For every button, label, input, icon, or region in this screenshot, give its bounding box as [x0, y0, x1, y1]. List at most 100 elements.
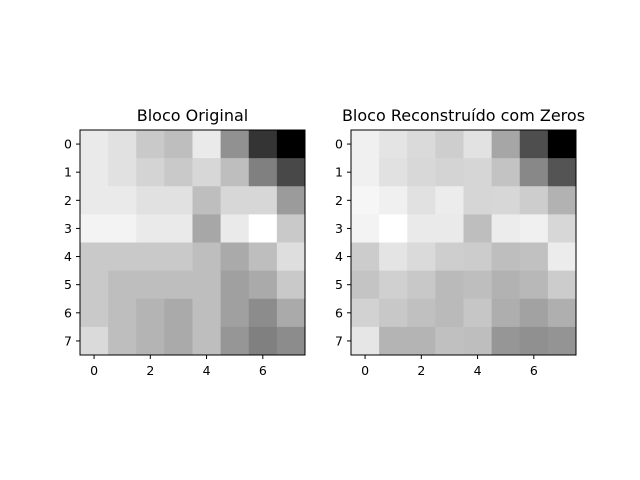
heatmap-cell-reconstructed-r7-c4 [463, 326, 493, 356]
heatmap-cell-original-r1-c2 [136, 158, 165, 187]
heatmap-cell-reconstructed-r1-c1 [379, 158, 408, 187]
heatmap-cell-original-r5-c5 [220, 270, 250, 300]
heatmap-cell-original-r7-c0 [80, 326, 109, 356]
y-tick-label-original-3: 3 [64, 221, 72, 236]
heatmap-cell-reconstructed-r2-c6 [519, 186, 549, 215]
heatmap-cells-original [80, 130, 306, 356]
x-tick-label-reconstructed-3: 6 [530, 363, 538, 378]
heatmap-cell-reconstructed-r4-c4 [463, 242, 493, 272]
heatmap-cell-original-r0-c4 [192, 130, 222, 159]
heatmap-cell-original-r7-c2 [136, 326, 165, 356]
heatmap-cell-original-r7-c1 [108, 326, 137, 356]
heatmap-cell-reconstructed-r6-c7 [547, 298, 577, 328]
heatmap-cell-reconstructed-r1-c5 [491, 158, 521, 187]
title-reconstructed: Bloco Reconstruído com Zeros [342, 106, 585, 125]
heatmap-cell-original-r5-c6 [248, 270, 278, 300]
heatmap-cell-original-r4-c4 [192, 242, 222, 272]
y-tick-label-reconstructed-1: 1 [335, 165, 343, 180]
heatmap-cell-original-r6-c2 [136, 298, 165, 328]
heatmap-cell-original-r0-c5 [220, 130, 250, 159]
heatmap-cell-original-r7-c5 [220, 326, 250, 356]
heatmap-cell-reconstructed-r4-c1 [379, 242, 408, 272]
y-tick-label-original-0: 0 [64, 137, 72, 152]
heatmap-cell-reconstructed-r2-c4 [463, 186, 493, 215]
heatmap-cell-original-r2-c7 [276, 186, 306, 215]
heatmap-cell-original-r6-c4 [192, 298, 222, 328]
heatmap-cell-reconstructed-r5-c2 [407, 270, 436, 300]
heatmap-cell-reconstructed-r5-c6 [519, 270, 549, 300]
y-tick-label-reconstructed-3: 3 [335, 221, 343, 236]
heatmap-cell-original-r2-c3 [164, 186, 193, 215]
heatmap-cell-reconstructed-r1-c6 [519, 158, 549, 187]
x-tick-label-original-0: 0 [90, 363, 98, 378]
heatmap-cell-original-r4-c0 [80, 242, 109, 272]
heatmap-cell-reconstructed-r7-c3 [435, 326, 464, 356]
heatmap-cell-original-r5-c7 [276, 270, 306, 300]
heatmap-cell-reconstructed-r4-c6 [519, 242, 549, 272]
heatmap-cell-original-r4-c1 [108, 242, 137, 272]
heatmap-cell-original-r0-c0 [80, 130, 109, 159]
heatmap-cell-reconstructed-r4-c5 [491, 242, 521, 272]
y-tick-label-original-1: 1 [64, 165, 72, 180]
y-tick-label-original-6: 6 [64, 305, 72, 320]
y-tick-label-original-5: 5 [64, 277, 72, 292]
heatmap-cell-reconstructed-r7-c2 [407, 326, 436, 356]
heatmap-cell-original-r3-c5 [220, 214, 250, 243]
heatmap-cell-reconstructed-r7-c1 [379, 326, 408, 356]
heatmap-cell-reconstructed-r6-c5 [491, 298, 521, 328]
heatmap-cell-original-r1-c7 [276, 158, 306, 187]
y-tick-label-original-7: 7 [64, 333, 72, 348]
y-axis-reconstructed: 0 1 2 3 4 5 6 7 [335, 137, 351, 348]
heatmap-cell-reconstructed-r6-c2 [407, 298, 436, 328]
y-tick-label-reconstructed-7: 7 [335, 333, 343, 348]
heatmap-cell-original-r2-c4 [192, 186, 222, 215]
heatmap-cell-original-r3-c2 [136, 214, 165, 243]
heatmap-cell-reconstructed-r0-c7 [547, 130, 577, 159]
heatmap-cell-reconstructed-r3-c0 [351, 214, 380, 243]
heatmap-cell-original-r1-c0 [80, 158, 109, 187]
heatmap-cell-original-r1-c6 [248, 158, 278, 187]
heatmap-cell-original-r5-c4 [192, 270, 222, 300]
heatmap-cell-original-r5-c3 [164, 270, 193, 300]
heatmap-cell-reconstructed-r3-c4 [463, 214, 493, 243]
heatmap-cell-original-r6-c5 [220, 298, 250, 328]
heatmap-cell-original-r0-c1 [108, 130, 137, 159]
heatmap-cell-reconstructed-r5-c5 [491, 270, 521, 300]
x-tick-label-original-3: 6 [259, 363, 267, 378]
heatmap-cell-original-r3-c3 [164, 214, 193, 243]
heatmap-cell-reconstructed-r1-c2 [407, 158, 436, 187]
heatmap-cell-reconstructed-r2-c2 [407, 186, 436, 215]
x-axis-original: 0 2 4 6 [90, 355, 267, 378]
heatmap-cell-original-r2-c2 [136, 186, 165, 215]
heatmap-cell-reconstructed-r3-c7 [547, 214, 577, 243]
heatmap-cell-reconstructed-r2-c7 [547, 186, 577, 215]
heatmap-cell-reconstructed-r3-c2 [407, 214, 436, 243]
heatmap-cell-reconstructed-r5-c4 [463, 270, 493, 300]
heatmap-cell-reconstructed-r3-c1 [379, 214, 408, 243]
heatmap-cell-reconstructed-r2-c1 [379, 186, 408, 215]
heatmap-cell-reconstructed-r1-c7 [547, 158, 577, 187]
heatmap-cell-reconstructed-r5-c3 [435, 270, 464, 300]
heatmap-cell-reconstructed-r2-c0 [351, 186, 380, 215]
axes-frame-original [79, 129, 306, 356]
axes-frame-reconstructed [350, 129, 577, 356]
heatmap-cell-original-r3-c6 [248, 214, 278, 243]
heatmap-cell-reconstructed-r0-c3 [435, 130, 464, 159]
heatmap-cell-reconstructed-r0-c6 [519, 130, 549, 159]
x-tick-label-original-2: 4 [203, 363, 211, 378]
heatmap-cell-reconstructed-r2-c5 [491, 186, 521, 215]
heatmap-cell-original-r7-c3 [164, 326, 193, 356]
heatmap-cell-original-r6-c0 [80, 298, 109, 328]
y-tick-label-reconstructed-5: 5 [335, 277, 343, 292]
heatmap-cell-reconstructed-r6-c0 [351, 298, 380, 328]
heatmap-cell-reconstructed-r5-c1 [379, 270, 408, 300]
heatmap-cell-original-r4-c3 [164, 242, 193, 272]
heatmap-cell-reconstructed-r7-c6 [519, 326, 549, 356]
heatmap-cell-original-r4-c7 [276, 242, 306, 272]
heatmap-cell-reconstructed-r6-c4 [463, 298, 493, 328]
heatmap-cell-reconstructed-r0-c1 [379, 130, 408, 159]
heatmap-cell-original-r5-c0 [80, 270, 109, 300]
heatmap-cell-reconstructed-r7-c7 [547, 326, 577, 356]
heatmap-cell-reconstructed-r0-c4 [463, 130, 493, 159]
